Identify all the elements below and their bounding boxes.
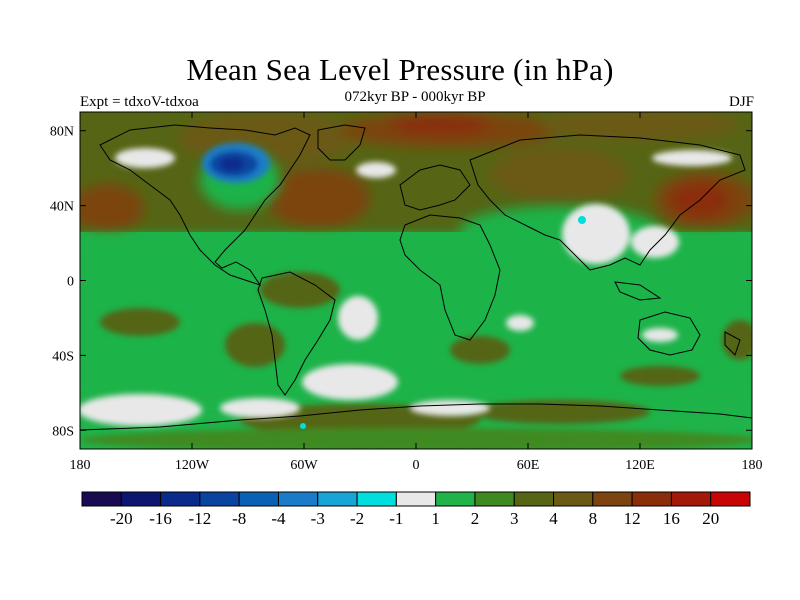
colorbar-swatch [199,491,240,507]
colorbar-swatch [238,491,279,507]
experiment-label: Expt = tdxoV-tdxoa [80,94,199,110]
colorbar [81,491,751,507]
colorbar-label: -20 [110,509,133,528]
x-tick-label: 60W [290,458,318,473]
colorbar-label: 16 [663,509,680,528]
x-axis-ticks: 180 120W 60W 0 60E 120E 180 [70,112,763,473]
colorbar-labels: -20 -16 -12 -8 -4 -3 -2 -1 1 2 3 4 8 12 16 20 [110,509,719,528]
colorbar-swatch [435,491,476,507]
colorbar-swatch [277,491,319,507]
pressure-field [80,112,752,449]
colorbar-label: -8 [232,509,246,528]
colorbar-label: -4 [271,509,286,528]
colorbar-label: 2 [471,509,480,528]
colorbar-swatch [592,491,633,507]
colorbar-swatch [513,491,555,507]
coastlines [80,124,752,431]
x-tick-label: 120W [175,458,210,473]
y-axis-ticks: 80N 40N 0 40S 80S [50,125,752,439]
colorbar-label: 8 [589,509,598,528]
y-tick-label: 40S [52,349,74,364]
colorbar-label: 4 [549,509,558,528]
colorbar-label: 3 [510,509,519,528]
colorbar-swatch [631,491,672,507]
colorbar-swatch [356,491,397,507]
colorbar-label: -16 [149,509,172,528]
colorbar-label: 12 [624,509,641,528]
y-tick-label: 40N [50,200,74,215]
y-tick-label: 80S [52,424,74,439]
colorbar-swatch [474,491,515,507]
colorbar-label: -3 [311,509,325,528]
colorbar-swatch [160,491,201,507]
x-tick-label: 180 [742,458,763,473]
colorbar-label: 20 [702,509,719,528]
colorbar-label: -1 [389,509,403,528]
y-tick-label: 80N [50,125,74,140]
colorbar-swatch [395,491,437,507]
y-tick-label: 0 [67,275,74,290]
colorbar-label: -12 [189,509,212,528]
x-tick-label: 120E [625,458,655,473]
map-subtitle: 072kyr BP - 000kyr BP [344,89,486,105]
colorbar-swatch [81,491,122,507]
x-tick-label: 60E [517,458,540,473]
colorbar-swatch [553,491,594,507]
colorbar-swatch [120,491,162,507]
map-title: Mean Sea Level Pressure (in hPa) [186,52,614,87]
colorbar-label: -2 [350,509,364,528]
season-label: DJF [728,94,754,110]
colorbar-swatch [670,491,712,507]
x-tick-label: 0 [413,458,420,473]
colorbar-swatch [710,491,751,507]
colorbar-label: 1 [431,509,440,528]
x-tick-label: 180 [70,458,91,473]
colorbar-swatch [317,491,358,507]
